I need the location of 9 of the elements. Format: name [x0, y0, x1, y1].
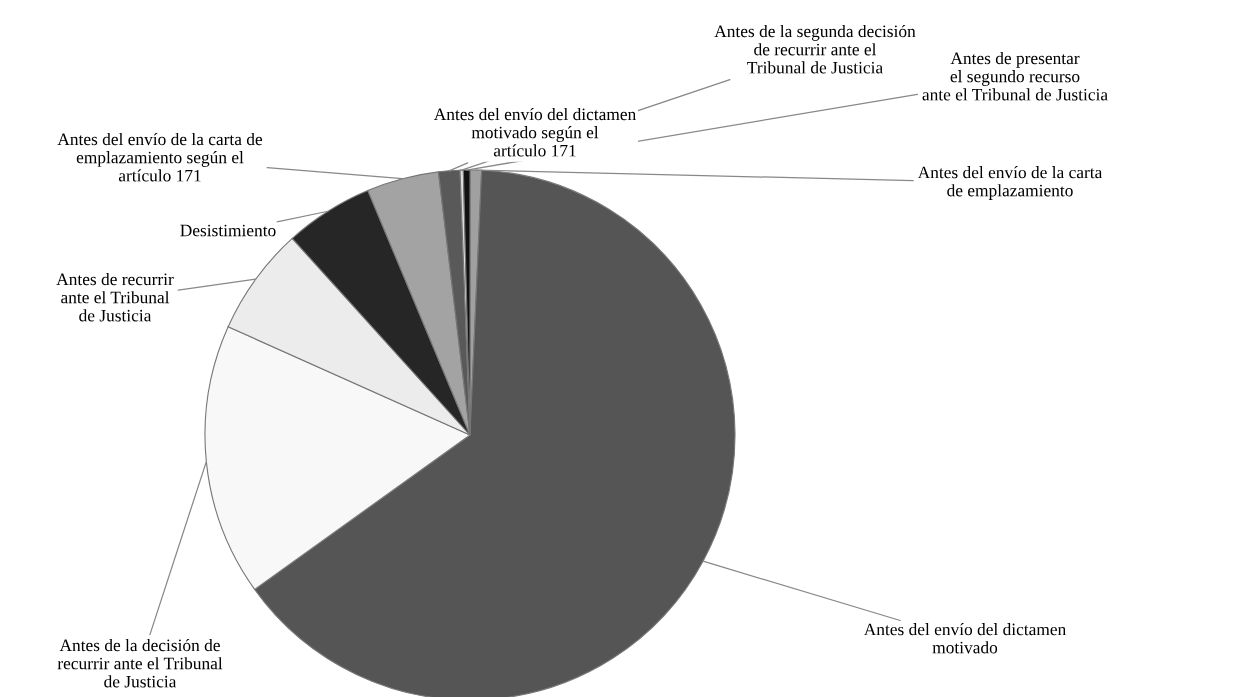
slice-label: Antes de la segunda decisión de recurrir ante el Tribunal de Justicia	[714, 24, 916, 74]
slice-label: Antes del envío del dictamen motivado	[863, 623, 1066, 654]
slice-label: Antes de la decisión de recurrir ante el Tribunal de Justicia	[57, 638, 223, 688]
slice-label: Antes del envío del dictamen motivado según el artículo 171	[433, 107, 636, 157]
slice-label: Antes de presentar el segundo recurso ante el Tribunal de Justicia	[922, 51, 1108, 101]
slice-label: Antes del envío de la carta de emplazamiento según el artículo 171	[57, 132, 263, 182]
slice-label: Antes de recurrir ante el Tribunal de Justicia	[56, 272, 174, 322]
slice-label: Antes del envío de la carta de emplazamiento	[917, 166, 1103, 200]
slice-label: Desistimiento	[180, 224, 276, 237]
